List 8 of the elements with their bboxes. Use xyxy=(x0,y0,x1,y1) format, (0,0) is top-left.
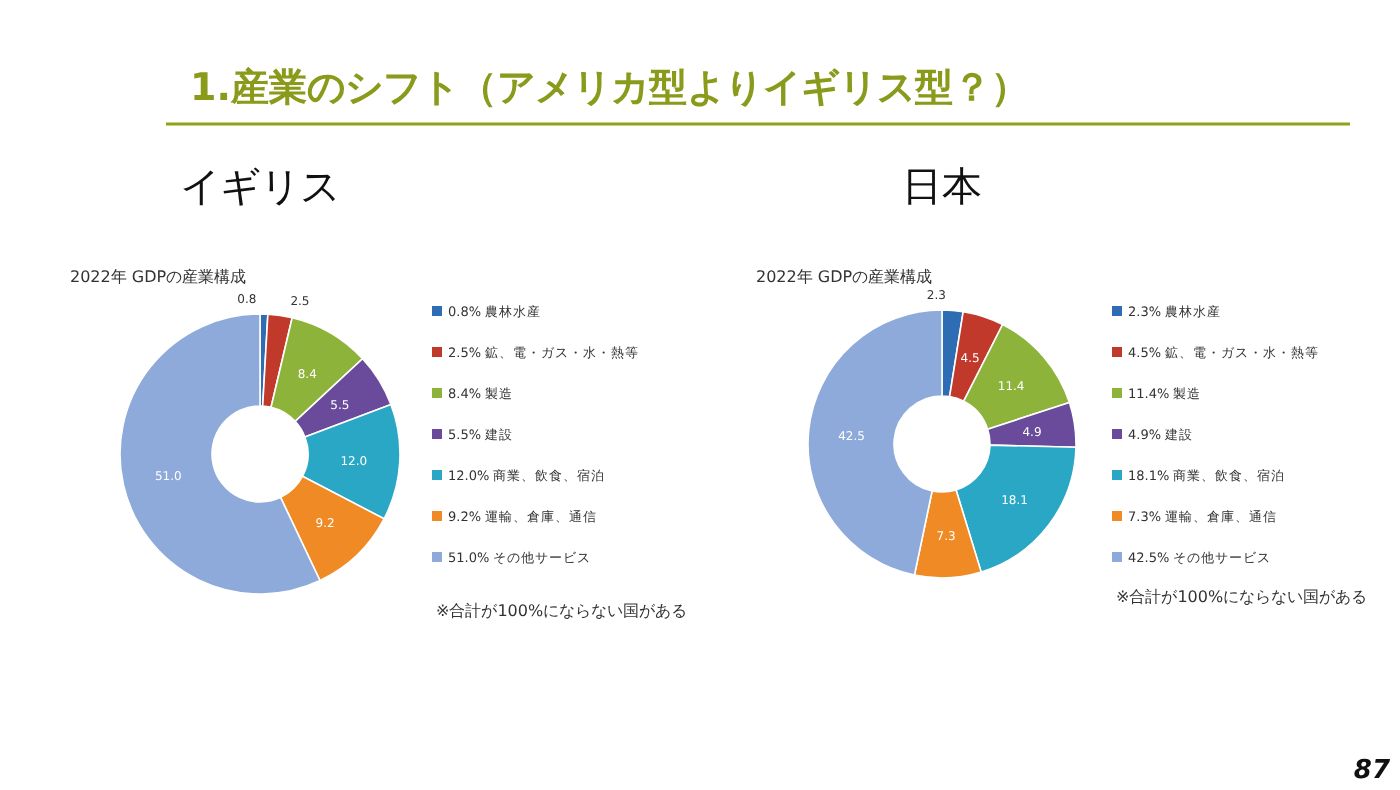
text: ※合計が100%にならない国がある xyxy=(436,602,688,620)
chart-subtitle: 2022年 GDPの産業構成 xyxy=(70,268,247,286)
text: 87 xyxy=(1353,756,1392,786)
chart-subtitle: 2022年 GDPの産業構成 xyxy=(756,268,933,286)
chart-title: イギリス xyxy=(180,162,340,210)
chart-title: 日本 xyxy=(902,162,982,210)
text: 1.産業のシフト（アメリカ型よりイギリス型？） xyxy=(190,66,1029,110)
text: ※合計が100%にならない国がある xyxy=(1116,588,1368,606)
